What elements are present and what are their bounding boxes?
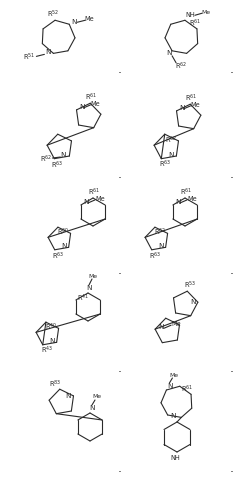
- Text: Me: Me: [89, 273, 98, 278]
- Text: Me: Me: [91, 101, 100, 107]
- Text: R$^{63}$: R$^{63}$: [52, 251, 64, 262]
- Text: .: .: [230, 62, 234, 75]
- Text: N: N: [190, 299, 196, 305]
- Text: R$^{63}$: R$^{63}$: [149, 251, 161, 262]
- Text: R$^{43}$: R$^{43}$: [41, 345, 53, 356]
- Text: Me: Me: [187, 196, 197, 202]
- Text: Me: Me: [84, 16, 94, 22]
- Text: R$^{53}$: R$^{53}$: [184, 279, 196, 291]
- Text: R$^{63}$: R$^{63}$: [159, 159, 171, 170]
- Text: N: N: [179, 105, 184, 111]
- Text: N: N: [46, 49, 51, 55]
- Text: N: N: [79, 104, 84, 110]
- Text: .: .: [118, 168, 122, 181]
- Text: Me: Me: [171, 321, 181, 327]
- Text: R$^{83}$: R$^{83}$: [48, 379, 61, 390]
- Text: N: N: [168, 383, 173, 389]
- Text: R$^{41}$: R$^{41}$: [77, 292, 89, 304]
- Text: .: .: [118, 463, 122, 476]
- Text: R$^{61}$: R$^{61}$: [85, 91, 97, 103]
- Text: N: N: [61, 152, 66, 158]
- Text: N: N: [166, 50, 172, 56]
- Text: .: .: [118, 264, 122, 277]
- Text: Me: Me: [191, 102, 200, 108]
- Text: N: N: [86, 285, 92, 291]
- Text: R$^{62}$: R$^{62}$: [40, 153, 52, 165]
- Text: N: N: [89, 405, 95, 411]
- Text: N: N: [66, 393, 71, 399]
- Text: R$^{62}$: R$^{62}$: [154, 227, 167, 238]
- Text: R$^{40}$: R$^{40}$: [46, 322, 58, 333]
- Text: R$^{61}$: R$^{61}$: [180, 186, 192, 198]
- Text: R$^{63}$: R$^{63}$: [51, 160, 63, 171]
- Text: N: N: [72, 19, 77, 25]
- Text: R$^{62}$: R$^{62}$: [165, 134, 178, 146]
- Text: R$^{61}$: R$^{61}$: [88, 186, 100, 198]
- Text: Me: Me: [92, 395, 102, 400]
- Text: R$^{52}$: R$^{52}$: [47, 8, 59, 20]
- Text: N: N: [169, 152, 174, 158]
- Text: NH: NH: [185, 12, 195, 18]
- Text: NH: NH: [170, 455, 180, 461]
- Text: N: N: [170, 413, 175, 419]
- Text: .: .: [118, 62, 122, 75]
- Text: Me: Me: [170, 373, 179, 378]
- Text: Me: Me: [201, 10, 211, 15]
- Text: R$^{61}$: R$^{61}$: [185, 92, 198, 104]
- Text: N: N: [61, 244, 66, 250]
- Text: .: .: [230, 362, 234, 376]
- Text: R$^{60}$: R$^{60}$: [57, 227, 70, 238]
- Text: R$^{51}$: R$^{51}$: [23, 52, 36, 63]
- Text: R$^{61}$: R$^{61}$: [189, 17, 201, 28]
- Text: .: .: [230, 168, 234, 181]
- Text: N: N: [83, 199, 89, 205]
- Text: N: N: [158, 244, 163, 250]
- Text: N: N: [158, 324, 164, 330]
- Text: R$^{62}$: R$^{62}$: [175, 61, 187, 72]
- Text: N: N: [49, 338, 54, 344]
- Text: .: .: [230, 264, 234, 277]
- Text: .: .: [118, 362, 122, 376]
- Text: .: .: [230, 463, 234, 476]
- Text: N: N: [175, 199, 181, 205]
- Text: Me: Me: [95, 196, 105, 202]
- Text: R$^{61}$: R$^{61}$: [181, 384, 193, 395]
